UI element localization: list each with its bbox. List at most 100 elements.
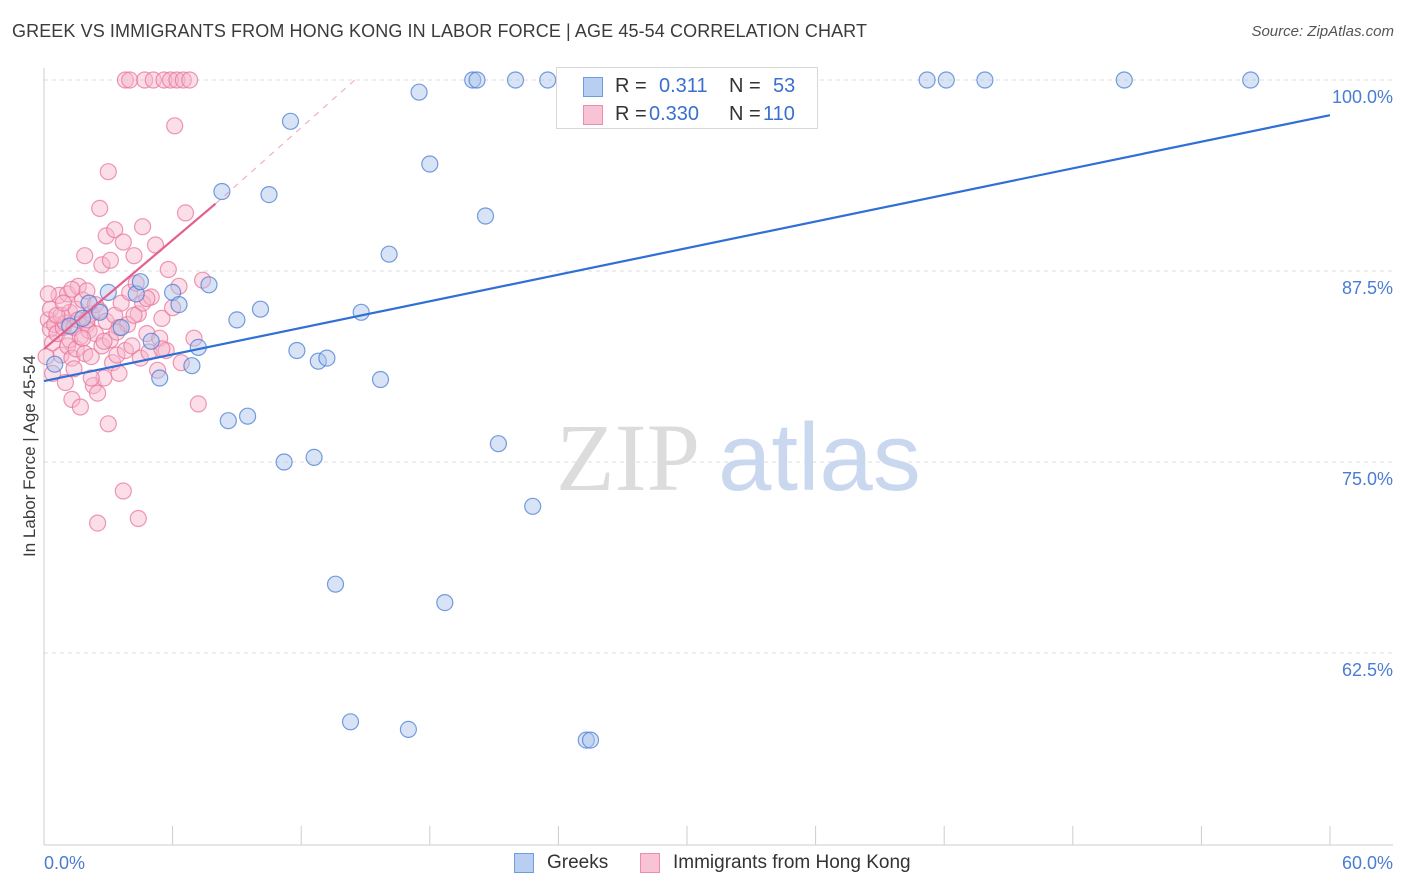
greeks-point xyxy=(251,300,270,318)
greeks-point xyxy=(305,448,323,466)
legend-r-value: 0.311 xyxy=(659,75,708,97)
greeks-point xyxy=(577,731,595,749)
hong-kong-point xyxy=(155,71,173,89)
y-axis-label: In Labor Force | Age 45-54 xyxy=(20,355,39,557)
watermark-zip: ZIP xyxy=(556,404,700,511)
hong-kong-point xyxy=(99,415,117,433)
hong-kong-point xyxy=(185,329,203,347)
greeks-point xyxy=(468,71,486,89)
source-label: Source: ZipAtlas.com xyxy=(1251,23,1394,40)
greeks-trend-line xyxy=(43,114,1331,383)
hong-kong-point xyxy=(91,199,109,217)
greeks-point xyxy=(464,71,482,89)
legend-swatch-pink xyxy=(640,853,660,873)
hong-kong-point xyxy=(108,346,126,364)
greeks-point xyxy=(170,296,188,314)
greeks-point xyxy=(318,349,336,367)
hong-kong-point xyxy=(54,294,72,312)
greeks-point xyxy=(476,207,495,225)
y-tick-label: 62.5% xyxy=(1342,660,1393,680)
legend-n-label: N = xyxy=(729,75,761,97)
greeks-point xyxy=(219,412,237,430)
y-tick-label: 75.0% xyxy=(1342,469,1393,489)
hong-kong-point xyxy=(146,236,165,254)
greeks-point xyxy=(436,593,454,612)
correlation-legend: R = 0.311 N = 53 R = 0.330 N = 110 xyxy=(556,67,818,129)
hong-kong-point xyxy=(121,71,139,89)
greeks-point xyxy=(489,435,507,453)
axis-layer xyxy=(43,68,1393,846)
x-tick-label: 0.0% xyxy=(44,853,85,873)
x-tick-label: 60.0% xyxy=(1342,853,1393,873)
legend-r-label: R = xyxy=(615,75,647,97)
hong-kong-point xyxy=(63,349,81,367)
legend-label-hong-kong: Immigrants from Hong Kong xyxy=(673,852,911,873)
hong-kong-point xyxy=(161,71,180,89)
hong-kong-point xyxy=(125,306,143,324)
hong-kong-point xyxy=(123,337,141,355)
hong-kong-point xyxy=(65,360,83,378)
hong-kong-point xyxy=(176,204,195,222)
greeks-point xyxy=(183,357,201,375)
hong-kong-point xyxy=(168,71,186,89)
hong-kong-point xyxy=(106,221,124,239)
hong-kong-point xyxy=(110,364,128,382)
legend-label-greeks: Greeks xyxy=(547,852,609,873)
hong-kong-point xyxy=(88,384,107,402)
hong-kong-point xyxy=(159,260,177,279)
hong-kong-point xyxy=(73,329,92,347)
hong-kong-point xyxy=(116,71,135,89)
greeks-point xyxy=(524,497,542,515)
legend-n-value: 110 xyxy=(763,103,795,125)
hong-kong-point xyxy=(93,256,111,274)
hong-kong-point xyxy=(71,398,90,416)
trend-lines xyxy=(43,79,1331,383)
hong-kong-trend-extension xyxy=(215,79,356,205)
watermark: ZIP atlas xyxy=(556,404,921,511)
y-tick-label: 100.0% xyxy=(1332,87,1393,107)
hong-kong-point xyxy=(95,332,113,350)
hong-kong-point xyxy=(170,277,188,295)
greeks-point xyxy=(1115,71,1133,89)
greeks-point xyxy=(326,575,345,593)
greeks-point xyxy=(281,112,300,130)
hong-kong-point xyxy=(39,285,57,303)
hong-kong-point xyxy=(166,117,184,135)
hong-kong-point xyxy=(82,369,100,387)
greeks-point xyxy=(352,303,370,321)
greeks-point xyxy=(918,71,936,89)
hong-kong-point xyxy=(138,289,156,308)
greeks-point xyxy=(937,71,955,89)
hong-kong-point xyxy=(129,509,147,528)
legend-n-value: 53 xyxy=(773,75,796,97)
hong-kong-point xyxy=(99,163,117,181)
greeks-point xyxy=(73,309,92,327)
greeks-point xyxy=(410,83,428,101)
hong-kong-point xyxy=(82,348,100,366)
greeks-point xyxy=(200,276,218,294)
hong-kong-point xyxy=(88,514,107,532)
greeks-point xyxy=(421,155,439,173)
hong-kong-point xyxy=(114,482,132,500)
greeks-point xyxy=(46,355,64,373)
greeks-point xyxy=(581,731,600,749)
greeks-point xyxy=(288,341,306,360)
greeks-point xyxy=(239,407,257,425)
y-tick-label: 87.5% xyxy=(1342,278,1393,298)
legend-swatch-blue xyxy=(583,77,603,97)
grid-layer xyxy=(44,79,1393,654)
greeks-point xyxy=(275,453,293,471)
greeks-point xyxy=(228,311,246,329)
greeks-point xyxy=(213,182,231,201)
greeks-point xyxy=(341,713,360,731)
greeks-point xyxy=(539,71,557,89)
hong-kong-point xyxy=(136,71,154,89)
greeks-point xyxy=(380,245,398,263)
chart-title: GREEK VS IMMIGRANTS FROM HONG KONG IN LA… xyxy=(12,21,868,41)
greeks-point xyxy=(506,71,525,89)
hong-kong-point xyxy=(114,233,132,251)
hong-kong-point xyxy=(121,283,139,301)
legend-swatch-blue xyxy=(514,853,534,873)
hong-kong-trend-line xyxy=(43,202,217,350)
hong-kong-point xyxy=(125,247,143,265)
